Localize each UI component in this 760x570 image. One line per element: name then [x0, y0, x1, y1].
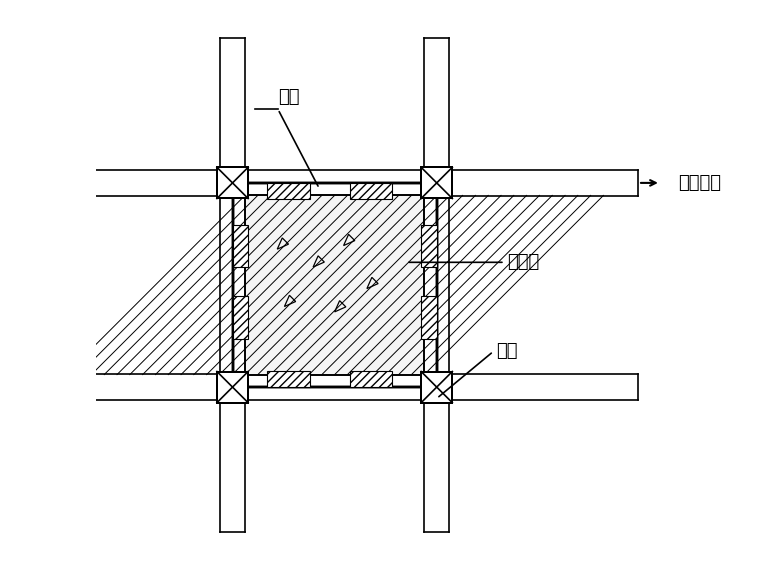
Bar [233, 183, 437, 387]
Bar [350, 183, 392, 199]
Text: 短钢管: 短钢管 [508, 253, 540, 271]
Bar [421, 372, 452, 402]
Bar [233, 183, 437, 387]
Bar [350, 371, 392, 387]
Bar [421, 296, 437, 339]
Text: 扣件: 扣件 [496, 343, 518, 360]
Bar [245, 196, 424, 374]
Bar [245, 196, 424, 374]
Bar [217, 372, 248, 402]
Bar [233, 296, 249, 339]
Bar [217, 168, 248, 198]
Bar [268, 371, 310, 387]
Bar [421, 168, 452, 198]
Bar [268, 183, 310, 199]
Text: 连向立杆: 连向立杆 [678, 174, 720, 192]
Text: 垫木: 垫木 [278, 88, 300, 107]
Bar [421, 225, 437, 267]
Bar [233, 225, 249, 267]
